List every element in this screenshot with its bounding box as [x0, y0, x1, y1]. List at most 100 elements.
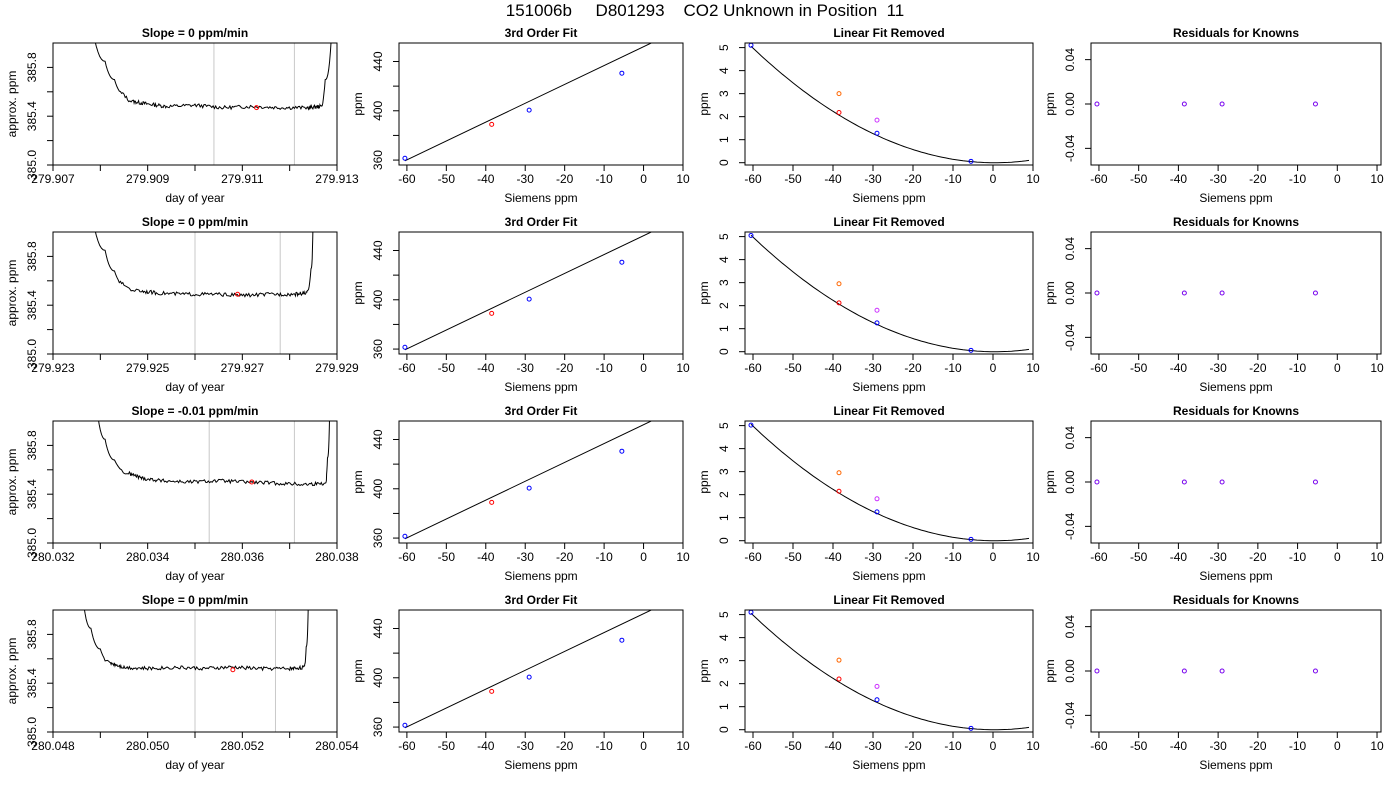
- plot-area: [1094, 668, 1318, 674]
- sample-average-point: [249, 479, 255, 485]
- x-tick-label: -40: [1170, 550, 1188, 564]
- residual-point: [1219, 101, 1225, 107]
- y-axis-label: ppm: [1043, 659, 1057, 682]
- second-pass-point: [874, 683, 880, 689]
- concentration-trace: [94, 232, 314, 298]
- y-tick-label: -0.04: [1063, 323, 1077, 351]
- unknown-sample-point: [489, 499, 495, 505]
- chart-title: Slope = -0.01 ppm/min: [131, 404, 258, 418]
- x-axis-label: Siemens ppm: [504, 191, 577, 205]
- concentration-trace: [98, 421, 330, 487]
- plot-area: [1094, 479, 1318, 485]
- residual-point: [1312, 101, 1318, 107]
- chart-panel-3-1: Slope = -0.01 ppm/min day of year approx. …: [5, 404, 359, 583]
- x-tick-label: -40: [824, 739, 842, 753]
- plot-frame: [398, 42, 684, 166]
- y-tick-label: 5: [717, 422, 731, 429]
- sample-average-point: [230, 667, 236, 673]
- x-tick-label: 10: [1370, 361, 1384, 375]
- chart-panel-4-1: Slope = 0 ppm/min day of year approx. ppm 2…: [5, 593, 359, 772]
- second-pass-point: [874, 117, 880, 123]
- x-tick-label: 280.048: [31, 739, 75, 753]
- chart-panel-1-2: 3rd Order Fit Siemens ppm ppm -60 -50 -40 -30 -…: [351, 26, 690, 205]
- known-standard-point: [526, 674, 532, 680]
- y-tick-label: 2: [717, 491, 731, 498]
- plot-area: [1094, 101, 1318, 107]
- x-tick-label: -10: [1289, 739, 1307, 753]
- plot-area: [402, 421, 653, 540]
- x-tick-label: 0: [990, 172, 997, 186]
- y-tick-label: 385.4: [25, 479, 39, 509]
- known-standard-point: [874, 509, 880, 515]
- chart-panel-4-3: Linear Fit Removed Siemens ppm ppm -60 -50 -4…: [697, 593, 1040, 772]
- unknown-sample-point: [836, 676, 842, 682]
- x-axis-label: Siemens ppm: [504, 380, 577, 394]
- x-tick-label: -10: [944, 172, 962, 186]
- y-tick-label: 5: [717, 44, 731, 51]
- x-tick-label: -60: [1090, 172, 1108, 186]
- x-tick-label: -30: [1209, 739, 1227, 753]
- y-tick-label: 0.04: [1063, 426, 1077, 450]
- y-tick-label: 385.8: [25, 619, 39, 649]
- plot-frame: [52, 420, 338, 544]
- known-standard-point: [402, 155, 408, 161]
- x-tick-label: -10: [1289, 361, 1307, 375]
- chart-title: Residuals for Knowns: [1173, 404, 1299, 418]
- x-tick-label: 0: [1334, 739, 1341, 753]
- x-axis-label: Siemens ppm: [852, 758, 925, 772]
- plot-area: [402, 610, 653, 729]
- x-tick-label: -30: [864, 550, 882, 564]
- y-tick-label: 440: [371, 240, 385, 260]
- x-tick-label: -10: [595, 361, 613, 375]
- known-standard-point: [968, 347, 974, 353]
- y-axis-label: approx. ppm: [5, 638, 19, 705]
- residual-point: [1312, 290, 1318, 296]
- y-axis-label: ppm: [351, 281, 365, 304]
- x-tick-label: -60: [1090, 361, 1108, 375]
- plot-frame: [52, 231, 338, 355]
- plot-frame: [52, 42, 338, 166]
- x-tick-label: -20: [904, 172, 922, 186]
- fit-curve: [404, 232, 653, 351]
- x-tick-label: 10: [1026, 172, 1040, 186]
- x-tick-label: 10: [1370, 172, 1384, 186]
- x-tick-label: 280.052: [221, 739, 265, 753]
- x-tick-label: -20: [904, 361, 922, 375]
- chart-title: Linear Fit Removed: [833, 215, 944, 229]
- x-tick-label: 10: [1026, 739, 1040, 753]
- y-axis-label: ppm: [697, 92, 711, 115]
- chart-title: Residuals for Knowns: [1173, 215, 1299, 229]
- x-tick-label: 280.036: [221, 550, 265, 564]
- x-tick-label: -60: [1090, 739, 1108, 753]
- fit-curve: [404, 421, 653, 540]
- x-tick-label: -50: [1130, 739, 1148, 753]
- x-tick-label: 0: [1334, 550, 1341, 564]
- y-tick-label: 3: [717, 279, 731, 286]
- y-tick-label: 385.8: [25, 430, 39, 460]
- y-tick-label: 440: [371, 618, 385, 638]
- x-tick-label: -50: [1130, 550, 1148, 564]
- known-standard-point: [874, 130, 880, 136]
- plot-area: [94, 43, 332, 165]
- x-tick-label: -40: [824, 550, 842, 564]
- x-tick-label: -50: [784, 172, 802, 186]
- y-tick-label: 385.8: [25, 52, 39, 82]
- known-standard-point: [619, 259, 625, 265]
- y-axis-label: approx. ppm: [5, 449, 19, 516]
- y-axis-label: approx. ppm: [5, 71, 19, 138]
- y-tick-label: 3: [717, 657, 731, 664]
- y-tick-label: 0.00: [1063, 92, 1077, 116]
- x-axis-label: Siemens ppm: [1199, 191, 1272, 205]
- x-tick-label: -30: [864, 172, 882, 186]
- residual-point: [1181, 479, 1187, 485]
- x-tick-label: 0: [640, 739, 647, 753]
- first-pass-point: [836, 657, 842, 663]
- x-axis-label: Siemens ppm: [1199, 569, 1272, 583]
- chart-title: Residuals for Knowns: [1173, 26, 1299, 40]
- y-tick-label: 360: [371, 528, 385, 548]
- chart-panel-3-4: Residuals for Knowns Siemens ppm ppm -60 -50…: [1043, 404, 1384, 583]
- y-tick-label: 400: [371, 100, 385, 120]
- chart-title: Linear Fit Removed: [833, 404, 944, 418]
- plot-frame: [398, 231, 684, 355]
